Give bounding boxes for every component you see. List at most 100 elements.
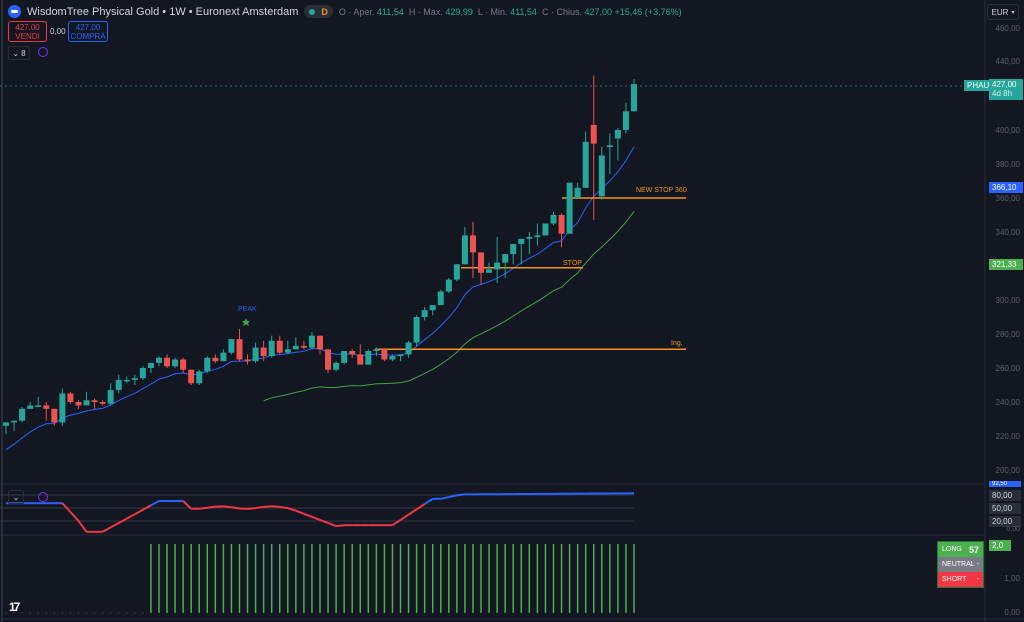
candle[interactable] (437, 289, 444, 306)
candle[interactable] (542, 223, 549, 236)
candle[interactable] (59, 388, 66, 426)
candle[interactable] (494, 237, 501, 283)
peak-label[interactable]: PEAK (238, 306, 257, 313)
candle[interactable] (220, 349, 227, 362)
candle[interactable] (389, 354, 396, 362)
market-status[interactable]: D (304, 5, 333, 18)
candle[interactable] (188, 369, 195, 385)
candle[interactable] (590, 75, 597, 221)
candle[interactable] (582, 131, 589, 188)
currency-label: EUR (991, 7, 1009, 17)
candle[interactable] (373, 347, 380, 357)
candle[interactable] (413, 315, 420, 346)
axis-tick: 260,00 (995, 364, 1020, 373)
candle[interactable] (244, 354, 251, 365)
candle[interactable] (502, 254, 509, 278)
candle[interactable] (196, 369, 203, 385)
candle[interactable] (365, 349, 372, 365)
candle[interactable] (147, 362, 154, 374)
candle[interactable] (155, 356, 162, 367)
candle[interactable] (139, 366, 146, 380)
candle[interactable] (357, 344, 364, 365)
candle[interactable] (252, 342, 259, 363)
candle[interactable] (333, 361, 340, 372)
candle[interactable] (123, 376, 130, 384)
candle[interactable] (51, 408, 58, 426)
candle[interactable] (614, 128, 621, 161)
candle[interactable] (75, 400, 82, 409)
candle[interactable] (566, 182, 573, 234)
neutral-row: NEUTRAL - (938, 557, 983, 572)
candle[interactable] (381, 349, 388, 362)
oscillator-settings-icon[interactable] (38, 492, 48, 502)
candle[interactable] (276, 335, 283, 355)
sell-button[interactable]: 427,00 VENDI (8, 21, 47, 42)
candle[interactable] (606, 133, 613, 175)
candle[interactable] (228, 339, 235, 355)
candle[interactable] (349, 349, 356, 358)
candle[interactable] (397, 354, 404, 362)
candle[interactable] (292, 337, 299, 350)
candle[interactable] (3, 422, 9, 435)
sync-icon[interactable] (38, 47, 48, 57)
candle[interactable] (236, 328, 243, 362)
candle[interactable] (180, 357, 187, 374)
stop-label[interactable]: STOP (563, 260, 582, 267)
candle[interactable] (83, 391, 90, 406)
buy-button[interactable]: 427,00 COMPRA (68, 21, 108, 42)
candle[interactable] (268, 335, 275, 358)
symbol-title[interactable]: WisdomTree Physical Gold • 1W • Euronext… (27, 5, 299, 18)
candle[interactable] (43, 402, 50, 421)
candle[interactable] (429, 305, 436, 316)
candle[interactable] (204, 356, 211, 374)
candle[interactable] (212, 354, 219, 363)
candle[interactable] (558, 213, 565, 248)
signal-value-tag: 2,0 (989, 540, 1011, 551)
candle[interactable] (421, 306, 428, 321)
candle[interactable] (341, 351, 348, 365)
new-stop-label[interactable]: NEW STOP 360 (636, 187, 687, 194)
candle[interactable] (284, 340, 291, 355)
oscillator-collapse-button[interactable]: ⌄ (8, 490, 24, 504)
candle[interactable] (518, 238, 525, 265)
candle[interactable] (19, 407, 26, 423)
candle[interactable] (510, 243, 517, 265)
candle[interactable] (172, 357, 179, 368)
candle[interactable] (526, 232, 533, 255)
candle[interactable] (67, 391, 74, 404)
candle[interactable] (622, 102, 629, 134)
candle[interactable] (260, 340, 267, 362)
candle[interactable] (486, 262, 493, 273)
tradingview-logo-icon[interactable]: 17 (9, 600, 20, 614)
candle[interactable] (107, 383, 114, 406)
candle[interactable] (325, 349, 332, 374)
candle[interactable] (550, 211, 557, 226)
entry-label[interactable]: Ing. (671, 340, 683, 347)
candle[interactable] (317, 335, 323, 355)
candle[interactable] (35, 396, 42, 408)
oscillator-line (6, 492, 635, 533)
candle[interactable] (91, 398, 98, 409)
candle[interactable] (461, 226, 468, 265)
candle[interactable] (300, 340, 307, 350)
short-row: SHORT - (938, 572, 983, 587)
candle[interactable] (453, 264, 460, 282)
currency-selector[interactable]: EUR ▾ (987, 4, 1019, 20)
candle[interactable] (308, 332, 315, 350)
candle[interactable] (27, 402, 34, 409)
candle[interactable] (131, 374, 138, 385)
candle[interactable] (164, 354, 171, 368)
candle[interactable] (405, 340, 412, 358)
candle[interactable] (631, 79, 637, 112)
candle[interactable] (598, 147, 605, 200)
indicators-toggle-button[interactable]: ⌄ 8 (8, 46, 30, 60)
candle[interactable] (11, 420, 18, 431)
candle[interactable] (534, 223, 541, 246)
candle[interactable] (445, 277, 452, 294)
candle[interactable] (574, 182, 581, 198)
candle[interactable] (99, 400, 106, 406)
candle[interactable] (115, 374, 122, 394)
candle[interactable] (478, 252, 485, 285)
candle[interactable] (469, 221, 476, 278)
